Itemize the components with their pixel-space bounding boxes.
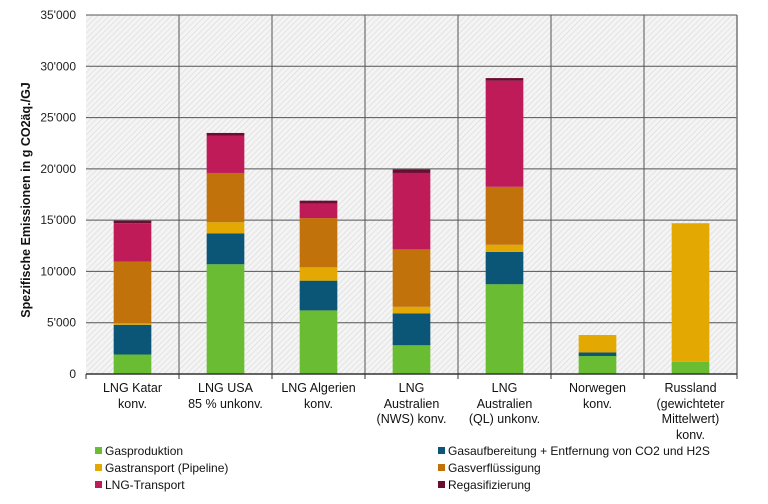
bar-segment: [485, 284, 524, 374]
legend-swatch-icon: [95, 464, 102, 471]
legend-swatch-icon: [438, 447, 445, 454]
bar-segment: [671, 223, 710, 362]
legend-item: Regasifizierung: [438, 477, 531, 493]
bar-segment: [206, 172, 245, 223]
bar-segment: [113, 354, 152, 374]
x-tick-label-line: Norwegen: [569, 381, 626, 395]
bar-segment: [578, 352, 617, 357]
bar-segment: [299, 200, 338, 204]
legend-item: LNG-Transport: [95, 477, 185, 493]
x-tick-label-line: Australien: [383, 396, 440, 411]
legend-item: Gastransport (Pipeline): [95, 460, 228, 476]
bar-segment: [392, 313, 431, 346]
bar-segment: [578, 356, 617, 374]
bar-segment: [113, 220, 152, 224]
x-tick-label-line: LNG USA: [198, 381, 253, 395]
x-tick-label-line: Mittelwert): [661, 412, 720, 426]
y-tick-label: 5'000: [47, 316, 76, 330]
bar-segment: [206, 264, 245, 374]
y-tick-label: 15'000: [40, 213, 76, 227]
legend-label: LNG-Transport: [105, 478, 185, 492]
bar-segment: [113, 223, 152, 262]
legend-label: Gasaufbereitung + Entfernung von CO2 und…: [448, 444, 710, 458]
legend-label: Gasproduktion: [105, 444, 184, 458]
x-tick-label-line: (QL) unkonv.: [468, 412, 541, 426]
bar-segment: [206, 233, 245, 265]
bar-segment: [206, 135, 245, 173]
legend-item: Gasaufbereitung + Entfernung von CO2 und…: [438, 443, 710, 459]
x-tick-label-line: LNG Katar: [102, 381, 163, 395]
x-tick-label-line: Russland: [664, 381, 717, 395]
legend-label: Regasifizierung: [448, 478, 531, 492]
bar-segment: [299, 280, 338, 311]
x-tick-label: LNG Katar konv.: [86, 381, 179, 412]
bar-segment: [206, 222, 245, 234]
x-tick-label-line: LNG Algerien: [281, 381, 356, 395]
bar-segment: [392, 249, 431, 307]
x-tick-label-line: Australien: [476, 396, 533, 411]
bar-segment: [671, 361, 710, 374]
bar-segment: [299, 203, 338, 219]
y-tick-label: 20'000: [40, 162, 76, 176]
bar-segment: [392, 172, 431, 250]
x-tick-label-line: konv.: [118, 396, 147, 411]
bar-segment: [392, 306, 431, 314]
legend-item: Gasproduktion: [95, 443, 183, 459]
legend-label: Gasverflüssigung: [448, 461, 541, 475]
legend-label: Gastransport (Pipeline): [105, 461, 229, 475]
bar-segment: [485, 251, 524, 285]
bar-segment: [206, 132, 245, 136]
bar-segment: [578, 335, 617, 353]
y-tick-label: 35'000: [40, 8, 76, 22]
x-tick-label: LNG Australien (QL) unkonv.: [458, 381, 551, 428]
y-axis-label: Spezifische Emissionen in g CO2äq./GJ: [19, 82, 33, 318]
y-tick-label: 30'000: [40, 59, 76, 73]
legend-item: Gasverflüssigung: [438, 460, 541, 476]
legend-swatch-icon: [95, 481, 102, 488]
bar-segment: [299, 310, 338, 374]
x-tick-label: Norwegen konv.: [551, 381, 644, 412]
x-tick-label-line: konv.: [676, 427, 705, 442]
y-tick-label: 10'000: [40, 264, 76, 278]
legend-swatch-icon: [438, 464, 445, 471]
x-tick-label-line: LNG: [398, 381, 425, 395]
y-tick-labels: 0 5'000 10'000 15'000 20'000 25'000 30'000 35'0…: [40, 8, 76, 381]
bar-segment: [113, 261, 152, 324]
bar-segment: [113, 324, 152, 355]
legend-swatch-icon: [438, 481, 445, 488]
x-tick-label: LNG USA 85 % unkonv.: [179, 381, 272, 412]
x-tick-label-line: 85 % unkonv.: [188, 396, 263, 411]
x-tick-label-line: konv.: [583, 396, 612, 411]
bar-segment: [485, 80, 524, 187]
bar-segment: [392, 169, 431, 173]
bar-segment: [485, 78, 524, 81]
y-tick-label: 25'000: [40, 111, 76, 125]
bar-segment: [299, 267, 338, 281]
x-tick-label-line: konv.: [304, 396, 333, 411]
axes: [85, 373, 738, 379]
x-tick-label: LNG Algerien konv.: [272, 381, 365, 412]
x-tick-label: Russland (gewichteter Mittelwert) konv.: [644, 381, 737, 443]
x-tick-label: LNG Australien (NWS) konv.: [365, 381, 458, 428]
bar-segment: [392, 345, 431, 374]
x-tick-label-line: LNG: [491, 381, 518, 395]
bars: [113, 78, 710, 374]
x-tick-label-line: (gewichteter: [656, 396, 725, 411]
legend-swatch-icon: [95, 447, 102, 454]
bar-segment: [485, 244, 524, 252]
bar-segment: [113, 323, 152, 325]
bar-segment: [485, 186, 524, 245]
bar-segment: [299, 218, 338, 268]
x-tick-label-line: (NWS) konv.: [376, 412, 447, 426]
y-tick-label: 0: [69, 367, 76, 381]
